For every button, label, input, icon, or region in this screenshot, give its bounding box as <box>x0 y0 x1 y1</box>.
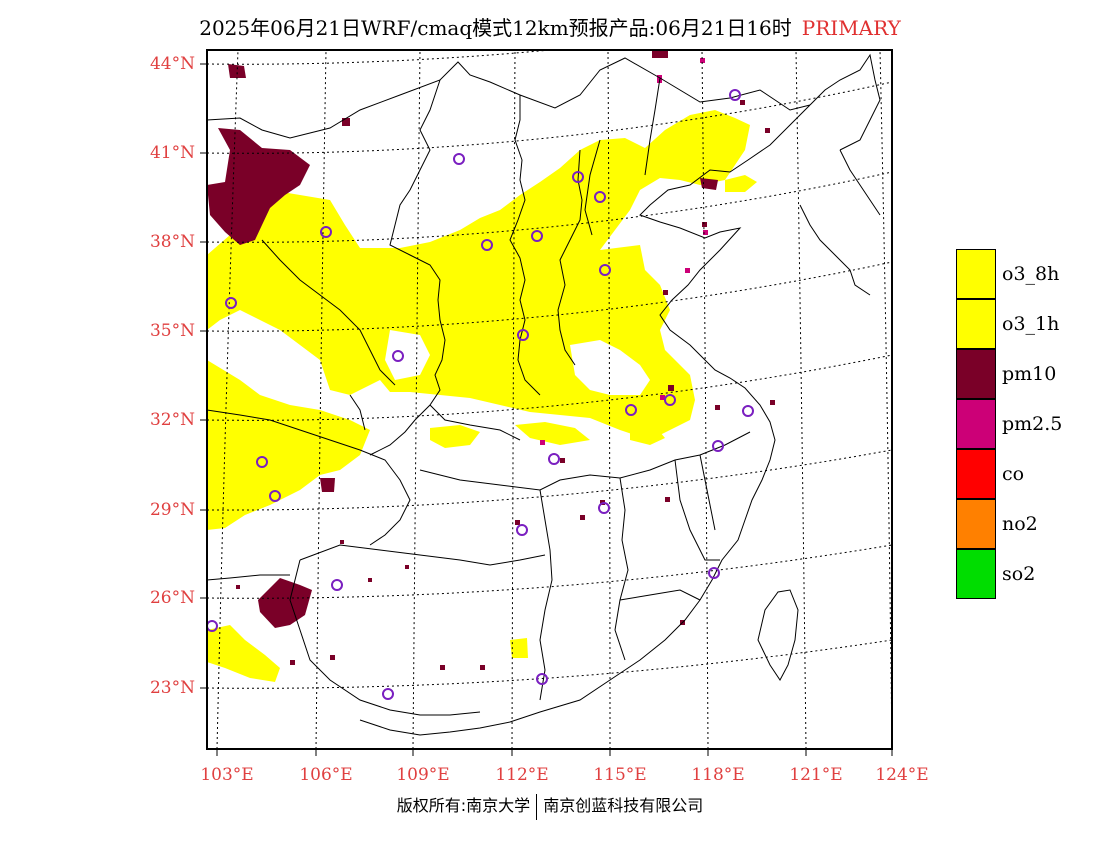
lat-label-44n: 44°N <box>149 54 195 74</box>
lon-label-124e: 124°E <box>875 765 929 785</box>
legend-label: o3_8h <box>1002 263 1060 285</box>
lon-label-109e: 109°E <box>396 765 450 785</box>
legend-label: pm10 <box>1002 363 1057 385</box>
lat-label-38n: 38°N <box>149 232 195 252</box>
boundaries <box>207 53 881 736</box>
axis-ticks <box>200 63 893 756</box>
lon-label-115e: 115°E <box>593 765 647 785</box>
legend-label: o3_1h <box>1002 313 1060 335</box>
lon-label-121e: 121°E <box>789 765 843 785</box>
title-text: 2025年06月21日WRF/cmaq模式12km预报产品:06月21日16时 <box>199 16 792 40</box>
lat-label-26n: 26°N <box>149 588 195 608</box>
lon-label-103e: 103°E <box>200 765 254 785</box>
legend-swatch <box>956 499 996 549</box>
legend-swatch <box>956 349 996 399</box>
legend-swatch <box>956 299 996 349</box>
legend-swatch <box>956 549 996 599</box>
legend-swatch <box>956 249 996 299</box>
copyright: 版权所有:南京大学 南京创蓝科技有限公司 <box>0 792 1100 820</box>
copyright-divider <box>536 793 538 820</box>
pm10-regions <box>207 50 718 628</box>
legend-swatch <box>956 399 996 449</box>
legend-label: no2 <box>1002 513 1038 535</box>
lat-label-35n: 35°N <box>149 321 195 341</box>
legend-label: so2 <box>1002 563 1036 585</box>
lon-label-106e: 106°E <box>299 765 353 785</box>
map-frame <box>206 49 893 750</box>
map-content <box>207 50 892 749</box>
lat-label-41n: 41°N <box>149 143 195 163</box>
lat-label-29n: 29°N <box>149 500 195 520</box>
lat-label-32n: 32°N <box>149 410 195 430</box>
lon-label-112e: 112°E <box>495 765 549 785</box>
lon-label-118e: 118°E <box>691 765 745 785</box>
legend-label: co <box>1002 463 1025 485</box>
map-title: 2025年06月21日WRF/cmaq模式12km预报产品:06月21日16时 P… <box>0 12 1100 41</box>
legend-label: pm2.5 <box>1002 413 1063 435</box>
lat-label-23n: 23°N <box>149 678 195 698</box>
graticule <box>207 50 892 749</box>
clear-areas <box>238 330 650 395</box>
primary-tag: PRIMARY <box>801 16 901 40</box>
legend-swatch <box>956 449 996 499</box>
station-markers <box>207 89 754 700</box>
copyright-left: 版权所有:南京大学 <box>396 796 531 815</box>
copyright-right: 南京创蓝科技有限公司 <box>543 796 704 815</box>
